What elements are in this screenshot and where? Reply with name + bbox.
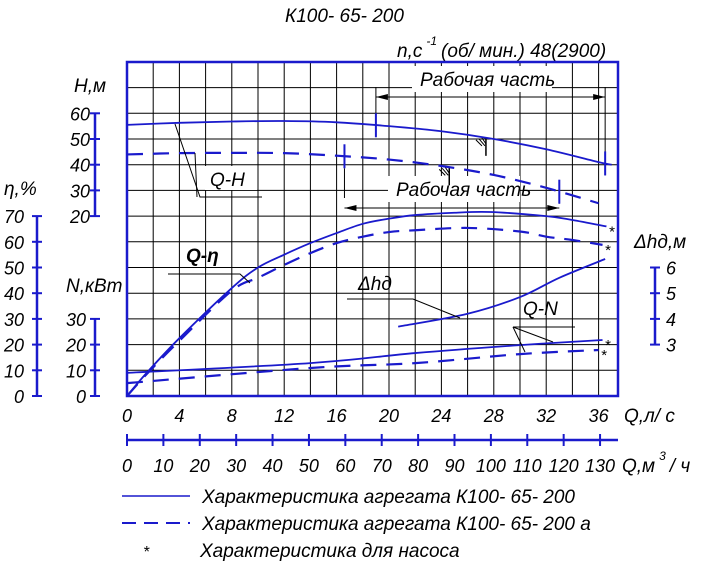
curves: **** xyxy=(126,120,615,397)
speed-exp: -1 xyxy=(426,34,437,48)
qeta-curve-label: Q-η xyxy=(186,246,219,267)
q-ls-axis-label: Q,л/ с xyxy=(624,406,675,427)
q-m3h-tick-label: 30 xyxy=(226,456,246,476)
curve-h-solid xyxy=(398,258,606,328)
N-tick-label: 20 xyxy=(65,336,86,356)
curve-qn-solid xyxy=(126,339,603,374)
eta-axis-label: η,% xyxy=(4,179,37,200)
q-ls-tick-label: 0 xyxy=(122,406,132,426)
optimum-hatch xyxy=(438,167,450,176)
eta-tick-label: 0 xyxy=(14,387,24,407)
q-m3h-tick-label: 20 xyxy=(189,456,210,476)
qn-leader-2 xyxy=(512,326,526,353)
q-m3h-tick-label: 130 xyxy=(585,456,615,476)
q-ls-tick-label: 28 xyxy=(483,406,504,426)
qn-leader xyxy=(512,326,575,343)
eta-tick-label: 60 xyxy=(4,233,24,253)
speed-value: (об/ мин.) 48(2900) xyxy=(441,41,606,62)
qn-curve-label: Q-N xyxy=(523,299,558,320)
curve-q-dashed xyxy=(126,226,603,397)
N-tick-label: 10 xyxy=(66,361,86,381)
q-ls-tick-label: 8 xyxy=(227,406,237,426)
axes: 6050403020Н,м706050403020100η,%3020100N,… xyxy=(3,76,690,477)
curve-annotations xyxy=(168,123,575,353)
eta-tick-label: 40 xyxy=(4,284,24,304)
legend-star-label: Характеристика для насоса xyxy=(199,541,460,562)
dh-tick-label: 6 xyxy=(666,259,677,279)
eta-tick-label: 20 xyxy=(3,336,24,356)
dh-leader xyxy=(347,298,461,319)
optimum-hatch xyxy=(475,137,487,147)
H-tick-label: 30 xyxy=(70,181,90,201)
q-ls-tick-label: 20 xyxy=(378,406,399,426)
qh-leader-2 xyxy=(194,152,198,198)
q-ls-tick-label: 12 xyxy=(274,406,294,426)
curve-qn-dashed xyxy=(126,348,599,385)
speed-label: n,с -1 (об/ мин.) 48(2900) xyxy=(397,34,606,62)
working-zones: Рабочая часть Рабочая часть xyxy=(343,66,607,211)
H-tick-label: 20 xyxy=(69,207,90,227)
q-m3h-axis-label: Q,м 3/ ч xyxy=(622,449,690,477)
pump-point-star: * xyxy=(601,347,608,364)
dh-tick-label: 5 xyxy=(666,284,677,304)
eta-tick-label: 50 xyxy=(4,259,24,279)
curve-qh-dashed xyxy=(126,151,599,205)
pump-point-star: * xyxy=(605,242,612,259)
chart-title: К100- 65- 200 xyxy=(285,6,404,27)
legend-solid-label: Характеристика агрегата К100- 65- 200 xyxy=(201,487,575,508)
qeta-leader xyxy=(168,273,251,284)
H-axis-label: Н,м xyxy=(74,76,106,97)
working-zone-label-solid: Рабочая часть xyxy=(420,70,555,91)
qh-curve-label: Q-H xyxy=(210,170,245,191)
qh-leader xyxy=(174,123,262,198)
N-tick-label: 30 xyxy=(66,310,86,330)
legend: Характеристика агрегата К100- 65- 200 Ха… xyxy=(122,487,591,562)
q-m3h-tick-label: 100 xyxy=(476,456,506,476)
legend-star-symbol: * xyxy=(143,544,150,561)
legend-dashed-label: Характеристика агрегата К100- 65- 200 а xyxy=(201,514,591,535)
q-m3h-tick-label: 50 xyxy=(299,456,319,476)
eta-tick-label: 70 xyxy=(4,207,24,227)
q-ls-tick-label: 4 xyxy=(174,406,184,426)
q-m3h-tick-label: 40 xyxy=(263,456,283,476)
dh-tick-label: 3 xyxy=(666,336,676,356)
q-ls-tick-label: 16 xyxy=(327,406,348,426)
q-ls-tick-label: 32 xyxy=(536,406,556,426)
q-m3h-tick-label: 120 xyxy=(549,456,579,476)
N-axis-label: N,кВт xyxy=(66,276,122,297)
dh-tick-label: 4 xyxy=(666,310,676,330)
q-m3h-tick-label: 0 xyxy=(122,456,132,476)
grid xyxy=(125,60,620,398)
H-tick-label: 50 xyxy=(70,130,90,150)
eta-tick-label: 30 xyxy=(4,310,24,330)
q-m3h-tick-label: 80 xyxy=(408,456,428,476)
q-m3h-tick-label: 110 xyxy=(513,456,542,476)
q-ls-tick-label: 36 xyxy=(589,406,610,426)
q-m3h-tick-label: 70 xyxy=(372,456,392,476)
pump-point-star: * xyxy=(605,337,612,354)
dh-curve-label: Δhд xyxy=(357,274,392,295)
working-zone-label-dashed: Рабочая часть xyxy=(396,180,531,201)
dh-axis-label: Δhд,м xyxy=(633,232,686,253)
H-tick-label: 60 xyxy=(70,104,90,124)
q-m3h-tick-label: 10 xyxy=(153,456,173,476)
H-tick-label: 40 xyxy=(70,156,90,176)
q-m3h-tick-label: 60 xyxy=(335,456,355,476)
speed-prefix: n,с xyxy=(397,41,423,62)
eta-tick-label: 10 xyxy=(4,361,24,381)
N-tick-label: 0 xyxy=(76,387,86,407)
q-ls-tick-label: 24 xyxy=(430,406,451,426)
plot-frame xyxy=(125,60,620,398)
pump-point-star: * xyxy=(608,223,615,240)
curve-qh-solid xyxy=(126,120,612,166)
q-m3h-tick-label: 90 xyxy=(444,456,464,476)
curve-q-solid xyxy=(126,210,607,397)
